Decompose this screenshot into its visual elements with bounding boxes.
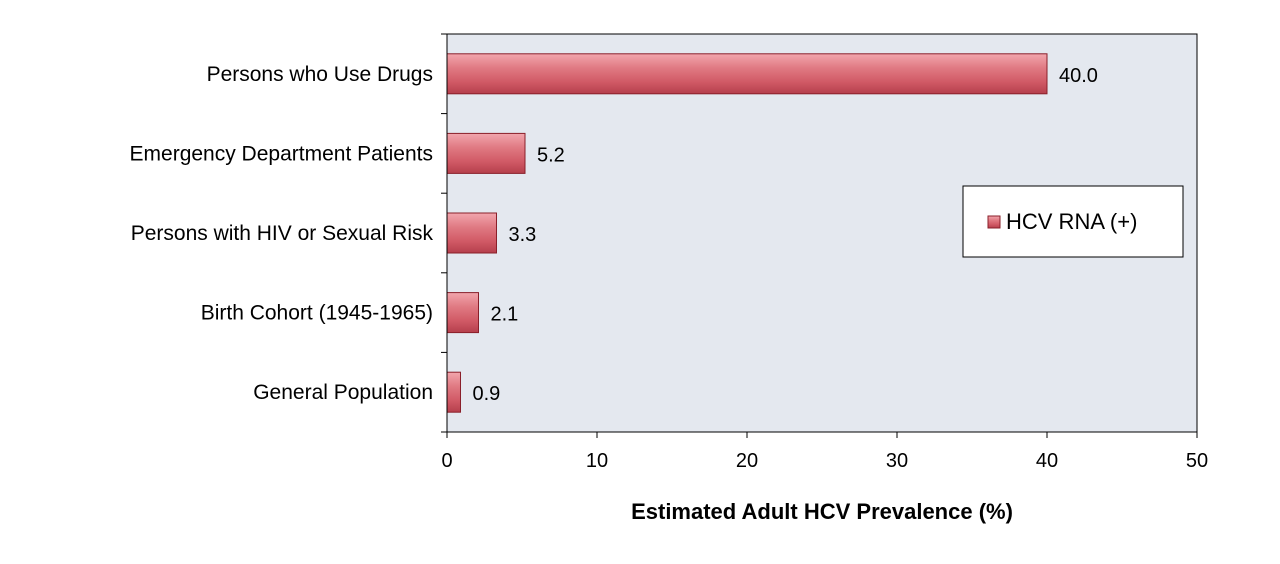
x-tick-label: 50 (1186, 450, 1208, 472)
bar (446, 371, 461, 413)
x-tick-label: 10 (586, 450, 608, 472)
category-label: Persons with HIV or Sexual Risk (131, 222, 434, 245)
data-label: 3.3 (509, 224, 537, 246)
data-label: 5.2 (537, 144, 565, 166)
data-label: 40.0 (1059, 65, 1098, 87)
category-label: Birth Cohort (1945-1965) (201, 302, 433, 325)
data-label: 2.1 (491, 304, 519, 326)
x-axis-title: Estimated Adult HCV Prevalence (%) (631, 499, 1013, 524)
bar (446, 212, 497, 254)
category-label: Persons who Use Drugs (207, 63, 433, 86)
x-tick-label: 20 (736, 450, 758, 472)
bar (446, 132, 526, 174)
x-tick-label: 30 (886, 450, 908, 472)
x-tick-label: 40 (1036, 450, 1058, 472)
legend: HCV RNA (+) (962, 185, 1184, 258)
legend-swatch (987, 215, 1001, 229)
category-label: General Population (253, 381, 433, 404)
legend-label: HCV RNA (+) (1006, 209, 1137, 234)
category-label: Emergency Department Patients (130, 142, 433, 165)
bar (446, 53, 1048, 95)
x-tick-label: 0 (441, 450, 452, 472)
bar (446, 292, 479, 334)
data-label: 0.9 (473, 383, 501, 405)
